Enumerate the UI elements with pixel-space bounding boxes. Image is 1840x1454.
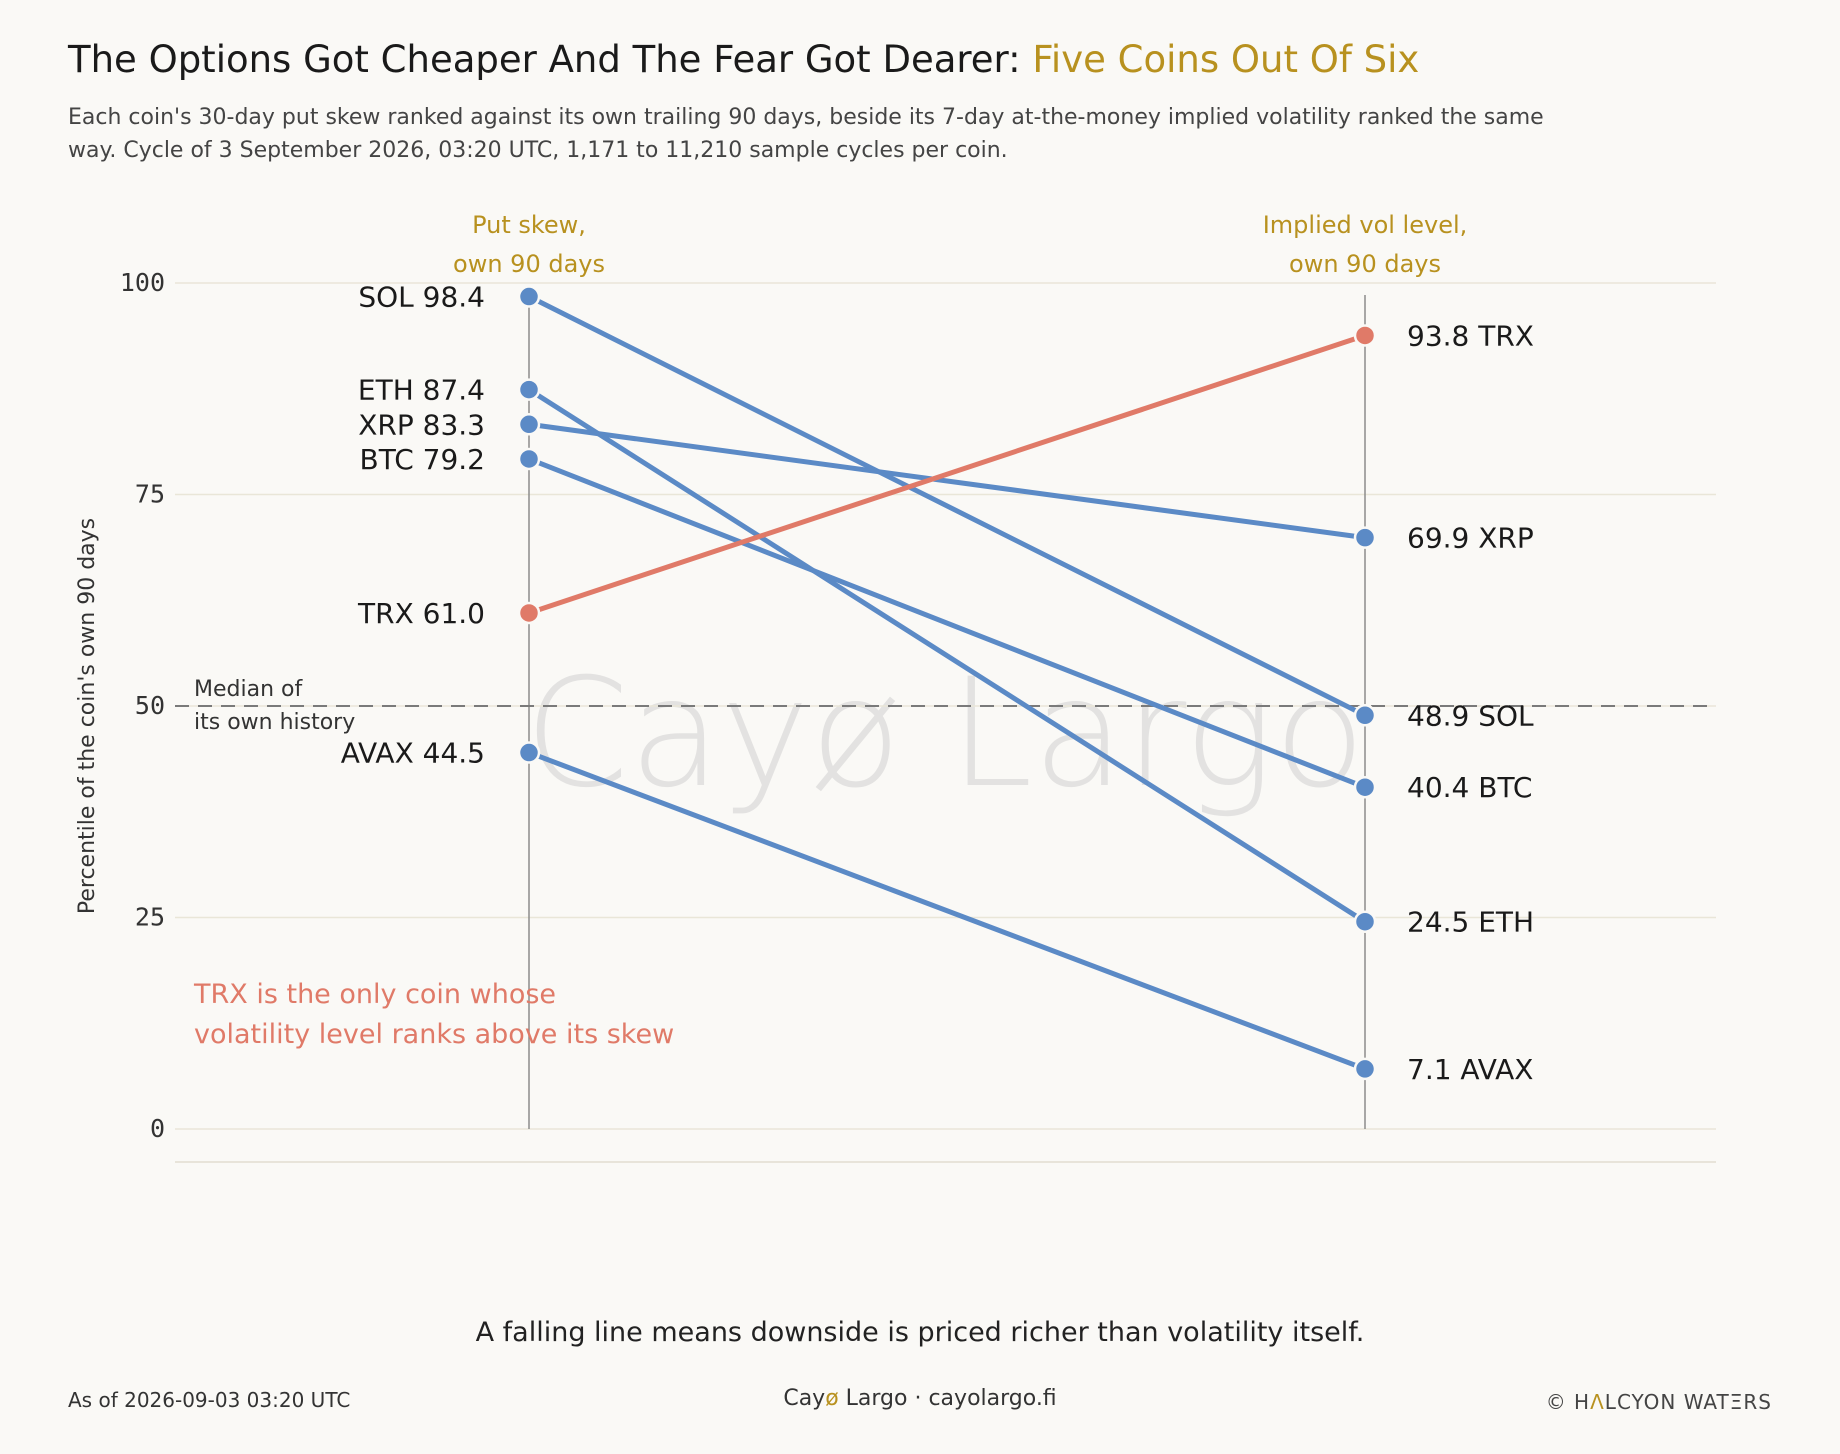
copyright-pre: © H (1545, 1390, 1591, 1414)
label-right-trx: 93.8 TRX (1407, 319, 1534, 352)
annotation-line-2: volatility level ranks above its skew (194, 1019, 674, 1050)
label-right-xrp: 69.9 XRP (1407, 522, 1534, 555)
series-line-btc (526, 456, 1368, 790)
point-right-xrp (1353, 526, 1377, 549)
series-line-eth (526, 387, 1368, 925)
chart-title: The Options Got Cheaper And The Fear Got… (68, 38, 1419, 81)
label-left-eth: ETH 87.4 (358, 374, 485, 407)
brand-slash: ø (825, 1386, 839, 1411)
point-left-xrp (517, 413, 541, 436)
annotation-line-1: TRX is the only coin whose (193, 979, 556, 1010)
point-right-sol (1353, 704, 1377, 727)
y-tick-label-100: 100 (120, 268, 165, 297)
right-axis-title-line-2: own 90 days (1289, 250, 1441, 278)
y-axis-label: Percentile of the coin's own 90 days (75, 518, 100, 914)
label-left-sol: SOL 98.4 (358, 281, 485, 314)
brand-post: Largo · cayolargo.fi (838, 1386, 1057, 1411)
left-axis-title-line-1: Put skew, (472, 211, 586, 239)
median-label-line-2: its own history (194, 710, 355, 735)
copyright-post: LCYON WATΞRS (1604, 1390, 1772, 1414)
point-left-btc (517, 447, 541, 471)
label-right-btc: 40.4 BTC (1407, 771, 1532, 804)
title-accent: Five Coins Out Of Six (1032, 38, 1420, 81)
brand-footer: Cayø Largo · cayolargo.fi (0, 1386, 1840, 1411)
watermark-text: Cayø Largo (524, 647, 1365, 821)
as-of-timestamp: As of 2026-09-03 03:20 UTC (68, 1388, 351, 1412)
point-left-avax (517, 741, 541, 764)
takeaway-text: A falling line means downside is priced … (475, 1317, 1365, 1348)
point-right-avax (1353, 1057, 1377, 1081)
point-left-sol (517, 285, 541, 308)
brand-pre: Cay (783, 1386, 826, 1411)
y-tick-label-0: 0 (150, 1114, 165, 1143)
label-left-xrp: XRP 83.3 (358, 408, 485, 441)
y-tick-label-25: 25 (135, 903, 165, 932)
point-left-trx (517, 601, 541, 625)
label-right-avax: 7.1 AVAX (1407, 1053, 1534, 1086)
series-line-xrp (526, 421, 1368, 541)
label-right-eth: 24.5 ETH (1407, 906, 1534, 939)
label-left-btc: BTC 79.2 (360, 443, 485, 476)
point-right-trx (1353, 324, 1377, 347)
copyright-logo: © HΛLCYON WATΞRS (1546, 1390, 1772, 1414)
title-main: The Options Got Cheaper And The Fear Got… (68, 38, 1033, 81)
label-right-sol: 48.9 SOL (1407, 699, 1534, 732)
right-axis-title-line-1: Implied vol level, (1263, 211, 1468, 239)
y-tick-label-50: 50 (135, 691, 165, 720)
series-line-avax (526, 750, 1368, 1072)
chart-subtitle: Each coin's 30-day put skew ranked again… (68, 105, 1544, 163)
point-left-eth (517, 378, 541, 401)
series-line-trx (526, 332, 1368, 616)
point-right-btc (1353, 775, 1377, 799)
left-axis-title-line-2: own 90 days (453, 250, 605, 278)
label-left-avax: AVAX 44.5 (341, 737, 485, 770)
y-tick-label-75: 75 (135, 480, 165, 509)
copyright-acc: Λ (1590, 1390, 1605, 1414)
label-left-trx: TRX 61.0 (357, 597, 485, 630)
series-line-sol (526, 294, 1368, 718)
median-label-line-1: Median of (194, 677, 303, 702)
point-right-eth (1353, 910, 1377, 933)
